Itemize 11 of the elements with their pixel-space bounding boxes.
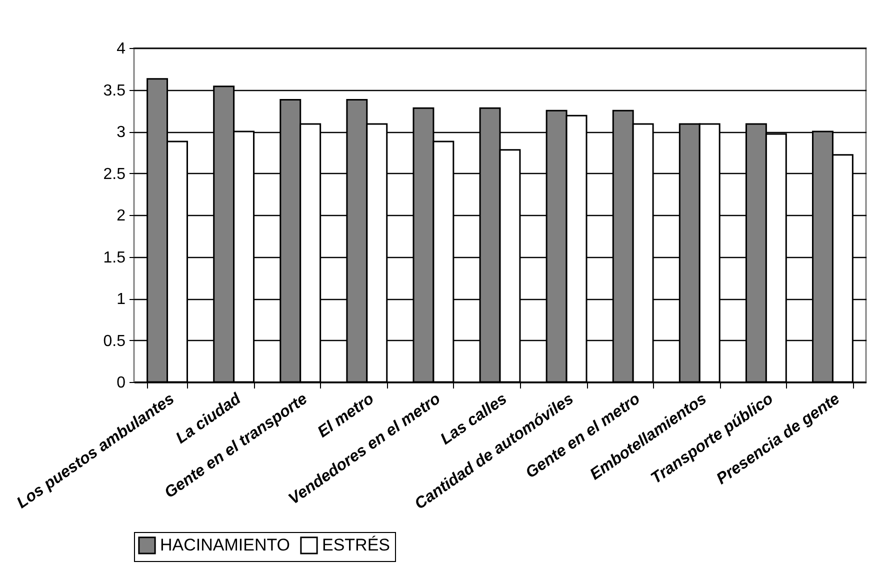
y-tick-label: 2.5 [103,166,126,183]
y-tick-label: 2 [116,208,126,224]
legend-label: ESTRÉS [322,535,390,554]
y-tick-label: 3 [116,124,126,141]
legend-label: HACINAMIENTO [160,535,290,554]
y-tick-label: 4 [116,40,126,58]
y-tick-label: 3.5 [103,82,126,100]
y-tick-label: 1.5 [103,249,126,266]
y-tick-label: 0 [116,374,126,392]
y-tick-label: 0.5 [103,332,126,350]
y-tick-label: 1 [116,291,126,308]
